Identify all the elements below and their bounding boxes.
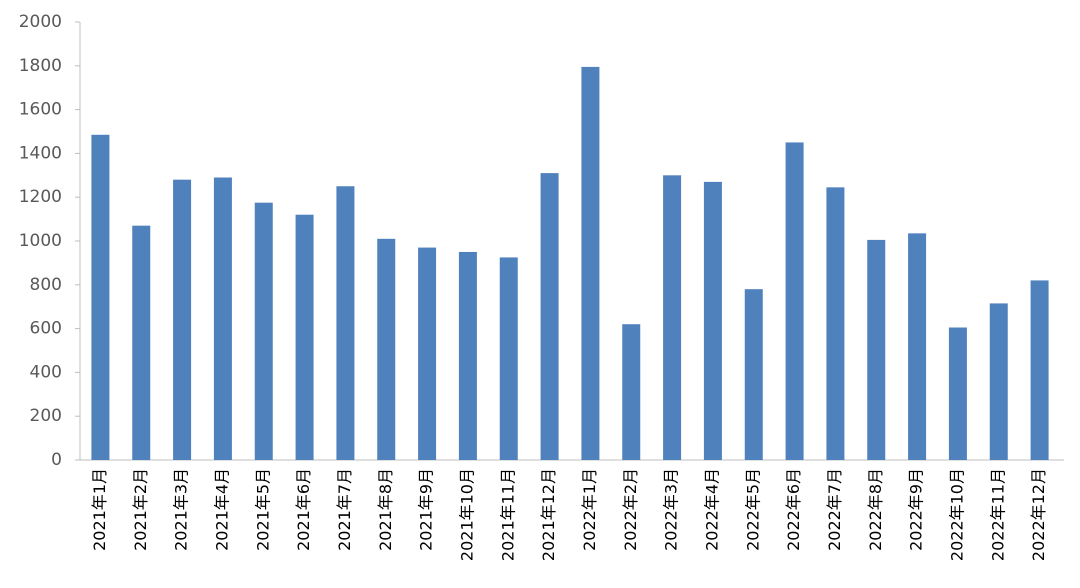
x-tick-label: 2021年9月 <box>417 468 436 551</box>
x-tick-label: 2021年5月 <box>253 468 272 551</box>
bar <box>540 173 559 461</box>
x-tick-label: 2021年1月 <box>90 468 109 551</box>
y-tick-label: 1400 <box>19 143 62 163</box>
y-tick-label: 0 <box>51 450 62 470</box>
bar <box>908 233 927 460</box>
y-tick-label: 600 <box>30 319 62 339</box>
x-tick-label: 2021年11月 <box>498 468 517 561</box>
x-tick-label: 2021年12月 <box>539 468 558 561</box>
x-tick-label: 2021年10月 <box>457 468 476 561</box>
x-tick-label: 2021年8月 <box>376 468 395 551</box>
x-tick-label: 2022年1月 <box>580 468 599 551</box>
bar <box>948 327 967 460</box>
y-tick-label: 800 <box>30 275 62 295</box>
x-tick-label: 2022年2月 <box>621 468 640 551</box>
bar <box>785 142 804 460</box>
bar <box>377 238 396 460</box>
bar <box>458 251 477 460</box>
x-tick-label: 2022年4月 <box>702 468 721 551</box>
y-tick-label: 400 <box>30 362 62 382</box>
bar <box>132 225 151 460</box>
y-tick-label: 200 <box>30 406 62 426</box>
bar <box>418 247 437 460</box>
bar <box>703 181 722 460</box>
bar <box>499 257 518 460</box>
x-tick-label: 2021年6月 <box>294 468 313 551</box>
bar <box>867 239 886 460</box>
bar <box>826 187 845 460</box>
y-tick-label: 2000 <box>19 12 62 32</box>
bar <box>744 289 763 460</box>
x-tick-label: 2022年6月 <box>784 468 803 551</box>
x-tick-label: 2021年2月 <box>131 468 150 551</box>
x-tick-label: 2021年4月 <box>212 468 231 551</box>
x-tick-label: 2022年8月 <box>866 468 885 551</box>
x-tick-label: 2022年10月 <box>947 468 966 561</box>
bar <box>213 177 232 461</box>
bar <box>336 186 355 460</box>
bar <box>581 66 600 461</box>
bar <box>91 134 110 460</box>
x-tick-label: 2022年11月 <box>988 468 1007 561</box>
x-tick-label: 2022年12月 <box>1029 468 1048 561</box>
x-tick-label: 2022年5月 <box>743 468 762 551</box>
x-tick-label: 2022年7月 <box>825 468 844 551</box>
y-tick-label: 1000 <box>19 231 62 251</box>
bar <box>622 324 641 460</box>
x-tick-label: 2021年7月 <box>335 468 354 551</box>
bar <box>989 303 1008 460</box>
x-tick-label: 2022年3月 <box>662 468 681 551</box>
bar <box>663 175 682 461</box>
bar <box>173 179 192 460</box>
bar <box>295 214 314 460</box>
bar <box>254 202 273 461</box>
bar <box>1030 280 1049 460</box>
y-tick-label: 1800 <box>19 56 62 76</box>
y-tick-label: 1600 <box>19 100 62 120</box>
y-tick-label: 1200 <box>19 187 62 207</box>
x-tick-label: 2022年9月 <box>907 468 926 551</box>
x-tick-label: 2021年3月 <box>172 468 191 551</box>
